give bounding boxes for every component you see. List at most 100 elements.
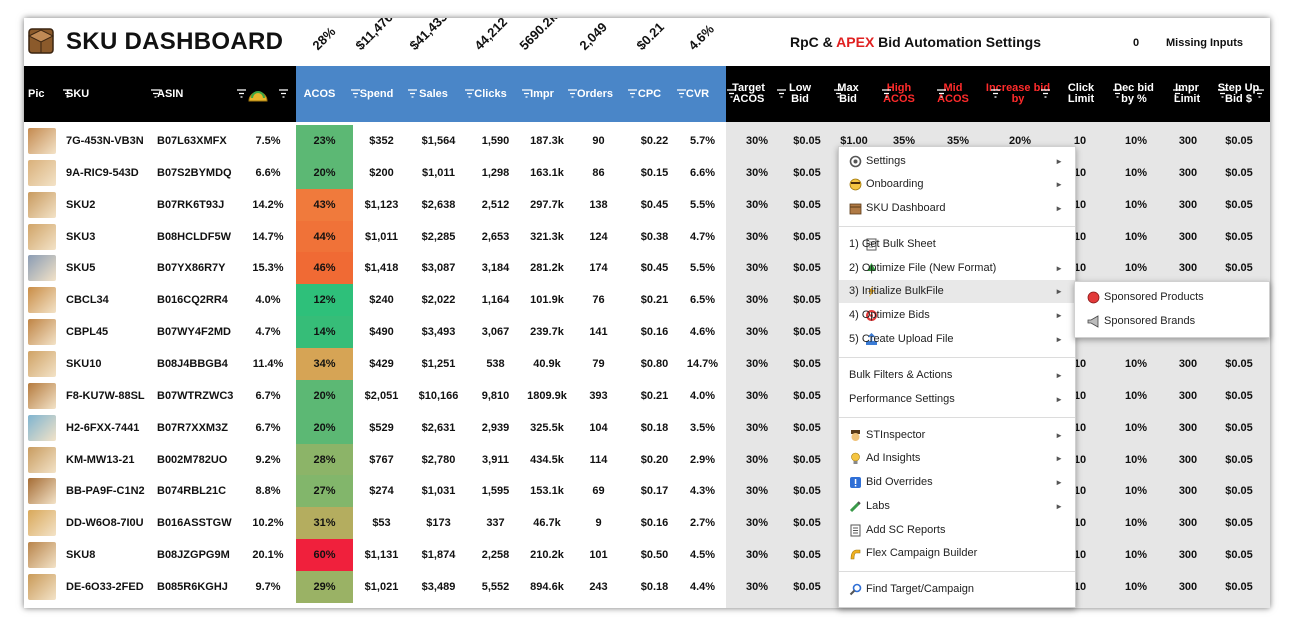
cvr-cell[interactable]: 4.4% bbox=[689, 580, 716, 593]
click-limit-cell[interactable]: 10 bbox=[1073, 389, 1087, 402]
clicks-cell[interactable]: 1,164 bbox=[481, 294, 510, 307]
asin-cell[interactable]: B016CQ2RR4 bbox=[157, 294, 228, 307]
step-up-bid-cell[interactable]: $0.05 bbox=[1225, 135, 1253, 147]
menu-item-ad-insights[interactable]: Ad Insights ► bbox=[839, 447, 1075, 470]
impr-cell[interactable]: 894.6k bbox=[530, 580, 564, 593]
orders-cell[interactable]: 393 bbox=[589, 389, 608, 402]
acos-cell[interactable]: 14% bbox=[296, 316, 353, 349]
tacos-cell[interactable]: 4.0% bbox=[255, 294, 281, 307]
sales-cell[interactable]: $3,087 bbox=[421, 262, 456, 275]
cvr-cell[interactable]: 14.7% bbox=[686, 357, 719, 370]
menu-item-labs[interactable]: Labs ► bbox=[839, 495, 1075, 518]
impr-cell[interactable]: 434.5k bbox=[530, 453, 564, 466]
acos-cell[interactable]: 60% bbox=[296, 539, 353, 572]
acos-cell[interactable]: 27% bbox=[296, 475, 353, 508]
clicks-cell[interactable]: 2,939 bbox=[481, 421, 510, 434]
low-bid-cell[interactable]: $0.05 bbox=[793, 135, 821, 147]
asin-cell[interactable]: B074RBL21C bbox=[157, 485, 227, 498]
high-acos-cell[interactable]: 35% bbox=[892, 135, 916, 147]
sku-cell[interactable]: SKU8 bbox=[66, 549, 96, 562]
table-row[interactable]: 23% 7G-453N-VB3N B07L63XMFX 7.5% $352 $1,564 1… bbox=[24, 125, 1270, 157]
step-up-bid-cell[interactable]: $0.05 bbox=[1225, 549, 1253, 562]
low-bid-cell[interactable]: $0.05 bbox=[793, 580, 821, 593]
table-row[interactable]: 31% DD-W6O8-7I0U B016ASSTGW 10.2% $53 $173 337… bbox=[24, 507, 1270, 540]
low-bid-cell[interactable]: $0.05 bbox=[793, 357, 821, 370]
impr-limit-cell[interactable]: 300 bbox=[1178, 421, 1198, 434]
impr-limit-cell[interactable]: 300 bbox=[1178, 549, 1198, 562]
acos-cell[interactable]: 29% bbox=[296, 570, 353, 603]
cvr-cell[interactable]: 3.5% bbox=[689, 421, 716, 434]
filter-icon[interactable] bbox=[465, 89, 474, 98]
sku-cell[interactable]: CBCL34 bbox=[66, 294, 109, 307]
orders-cell[interactable]: 124 bbox=[589, 230, 608, 243]
cvr-cell[interactable]: 4.3% bbox=[689, 485, 716, 498]
clicks-cell[interactable]: 1,595 bbox=[481, 485, 510, 498]
step-up-bid-cell[interactable]: $0.05 bbox=[1225, 230, 1253, 243]
sales-cell[interactable]: $2,022 bbox=[421, 294, 456, 307]
low-bid-cell[interactable]: $0.05 bbox=[793, 421, 821, 434]
filter-icon[interactable] bbox=[1113, 89, 1122, 98]
click-limit-cell[interactable]: 10 bbox=[1073, 135, 1087, 147]
sku-cell[interactable]: CBPL45 bbox=[66, 326, 109, 339]
col-dec-bid-by[interactable]: Dec bid by % bbox=[1114, 82, 1154, 105]
spend-cell[interactable]: $767 bbox=[369, 453, 394, 466]
step-up-bid-cell[interactable]: $0.05 bbox=[1225, 198, 1253, 211]
tacos-cell[interactable]: 14.2% bbox=[252, 198, 284, 211]
cpc-cell[interactable]: $0.16 bbox=[640, 326, 669, 339]
orders-cell[interactable]: 243 bbox=[589, 580, 608, 593]
spend-cell[interactable]: $274 bbox=[369, 485, 394, 498]
step-up-bid-cell[interactable]: $0.05 bbox=[1225, 517, 1253, 530]
cpc-cell[interactable]: $0.22 bbox=[640, 135, 669, 147]
filter-icon[interactable] bbox=[408, 89, 417, 98]
step-up-bid-cell[interactable]: $0.05 bbox=[1225, 580, 1253, 593]
cvr-cell[interactable]: 5.7% bbox=[689, 135, 716, 147]
tacos-cell[interactable]: 6.7% bbox=[255, 389, 281, 402]
impr-cell[interactable]: 46.7k bbox=[533, 517, 561, 530]
click-limit-cell[interactable]: 10 bbox=[1073, 198, 1087, 211]
orders-cell[interactable]: 114 bbox=[589, 453, 608, 466]
target-acos-cell[interactable]: 30% bbox=[745, 166, 769, 179]
sales-cell[interactable]: $10,166 bbox=[418, 389, 459, 402]
click-limit-cell[interactable]: 10 bbox=[1073, 166, 1087, 179]
tacos-cell[interactable]: 14.7% bbox=[252, 230, 284, 243]
step-up-bid-cell[interactable]: $0.05 bbox=[1225, 453, 1253, 466]
cpc-cell[interactable]: $0.21 bbox=[640, 389, 669, 402]
cpc-cell[interactable]: $0.45 bbox=[640, 198, 669, 211]
table-row[interactable]: 20% F8-KU7W-88SL B07WTRZWC3 6.7% $2,051 $10,1… bbox=[24, 379, 1270, 412]
impr-limit-cell[interactable]: 300 bbox=[1178, 135, 1198, 147]
clicks-cell[interactable]: 3,067 bbox=[481, 326, 510, 339]
low-bid-cell[interactable]: $0.05 bbox=[793, 326, 821, 339]
cvr-cell[interactable]: 4.0% bbox=[689, 389, 716, 402]
target-acos-cell[interactable]: 30% bbox=[745, 294, 769, 307]
filter-icon[interactable] bbox=[1173, 89, 1182, 98]
cpc-cell[interactable]: $0.15 bbox=[640, 166, 669, 179]
sales-cell[interactable]: $1,874 bbox=[421, 549, 456, 562]
sales-cell[interactable]: $2,631 bbox=[421, 421, 456, 434]
orders-cell[interactable]: 79 bbox=[592, 357, 605, 370]
impr-cell[interactable]: 153.1k bbox=[530, 485, 564, 498]
sales-cell[interactable]: $2,780 bbox=[421, 453, 456, 466]
acos-cell[interactable]: 20% bbox=[296, 156, 353, 189]
filter-icon[interactable] bbox=[279, 89, 288, 98]
col-cpc[interactable]: CPC bbox=[637, 87, 662, 100]
col-pic[interactable]: Pic bbox=[28, 87, 45, 100]
col-orders[interactable]: Orders bbox=[576, 87, 614, 100]
low-bid-cell[interactable]: $0.05 bbox=[793, 262, 821, 275]
tacos-cell[interactable]: 11.4% bbox=[252, 357, 284, 370]
cpc-cell[interactable]: $0.18 bbox=[640, 580, 669, 593]
acos-cell[interactable]: 20% bbox=[296, 379, 353, 412]
target-acos-cell[interactable]: 30% bbox=[745, 135, 769, 147]
click-limit-cell[interactable]: 10 bbox=[1073, 262, 1087, 275]
tacos-cell[interactable]: 7.5% bbox=[255, 135, 281, 147]
cvr-cell[interactable]: 5.5% bbox=[689, 262, 716, 275]
impr-limit-cell[interactable]: 300 bbox=[1178, 517, 1198, 530]
step-up-bid-cell[interactable]: $0.05 bbox=[1225, 357, 1253, 370]
menu-item-add-sc-reports[interactable]: Add SC Reports bbox=[839, 519, 1075, 542]
tacos-cell[interactable]: 10.2% bbox=[252, 517, 284, 530]
acos-cell[interactable]: 34% bbox=[296, 347, 353, 380]
orders-cell[interactable]: 69 bbox=[592, 485, 605, 498]
table-row[interactable]: 20% H2-6FXX-7441 B07R7XXM3Z 6.7% $529 $2,631 2… bbox=[24, 411, 1270, 444]
acos-cell[interactable]: 46% bbox=[296, 252, 353, 285]
orders-cell[interactable]: 138 bbox=[589, 198, 608, 211]
acos-cell[interactable]: 31% bbox=[296, 507, 353, 540]
